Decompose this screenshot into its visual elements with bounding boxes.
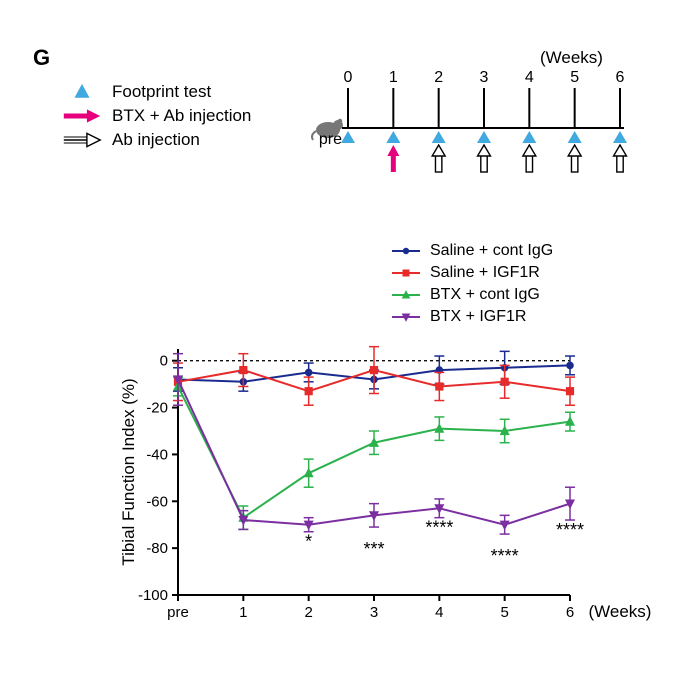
panel-letter: G: [33, 45, 50, 71]
chart-legend-label: BTX + IGF1R: [430, 308, 526, 326]
svg-text:-20: -20: [146, 400, 168, 417]
chart-legend: Saline + cont IgG Saline + IGF1R BTX + con…: [390, 240, 553, 328]
svg-text:5: 5: [570, 69, 579, 86]
chart-legend-label: Saline + cont IgG: [430, 242, 553, 260]
svg-text:6: 6: [616, 69, 625, 86]
svg-text:2: 2: [304, 604, 312, 621]
svg-text:6: 6: [566, 604, 574, 621]
svg-text:3: 3: [370, 604, 378, 621]
svg-text:***: ***: [363, 539, 384, 559]
svg-text:****: ****: [425, 518, 453, 538]
svg-text:Tibial Function Index (%): Tibial Function Index (%): [120, 378, 138, 565]
svg-text:-40: -40: [146, 446, 168, 463]
svg-text:-60: -60: [146, 493, 168, 510]
svg-text:****: ****: [556, 520, 584, 540]
protocol-legend-label: BTX + Ab injection: [112, 106, 251, 126]
svg-text:pre: pre: [167, 604, 189, 621]
protocol-timeline: 0 1 2 3 4 5 6 pre: [310, 60, 630, 185]
svg-text:(Weeks): (Weeks): [589, 602, 652, 621]
tfi-line-chart: 0 -20 -40 -60 -80 -100pre 1 2 3 4 5 6 Tibial Functio…: [120, 345, 700, 700]
chart-legend-label: Saline + IGF1R: [430, 264, 540, 282]
svg-text:4: 4: [435, 604, 443, 621]
svg-text:1: 1: [239, 604, 247, 621]
protocol-legend-item: Ab injection: [60, 128, 251, 152]
protocol-legend-label: Ab injection: [112, 130, 200, 150]
svg-text:0: 0: [160, 353, 168, 370]
chart-legend-label: BTX + cont IgG: [430, 286, 540, 304]
svg-text:-100: -100: [138, 587, 168, 604]
protocol-legend-item: BTX + Ab injection: [60, 104, 251, 128]
chart-legend-item: Saline + IGF1R: [390, 262, 553, 284]
svg-text:*: *: [305, 532, 312, 552]
svg-text:3: 3: [480, 69, 489, 86]
svg-text:5: 5: [500, 604, 508, 621]
svg-text:1: 1: [389, 69, 398, 86]
svg-text:4: 4: [525, 69, 534, 86]
svg-text:-80: -80: [146, 540, 168, 557]
svg-text:****: ****: [491, 546, 519, 566]
protocol-legend-item: Footprint test: [60, 80, 251, 104]
protocol-legend-label: Footprint test: [112, 82, 211, 102]
chart-legend-item: Saline + cont IgG: [390, 240, 553, 262]
svg-text:2: 2: [434, 69, 443, 86]
svg-text:pre: pre: [319, 131, 342, 148]
svg-text:0: 0: [344, 69, 353, 86]
chart-legend-item: BTX + cont IgG: [390, 284, 553, 306]
chart-legend-item: BTX + IGF1R: [390, 306, 553, 328]
protocol-legend: Footprint test BTX + Ab injection Ab injec…: [60, 80, 251, 152]
